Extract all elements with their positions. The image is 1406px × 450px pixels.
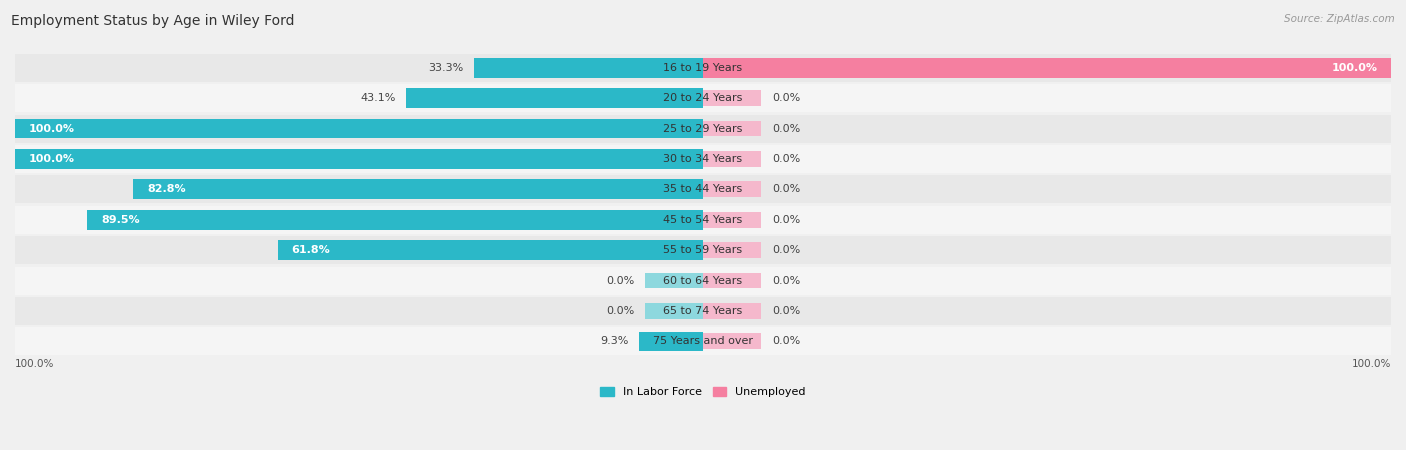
Bar: [474, 58, 703, 77]
Text: 60 to 64 Years: 60 to 64 Years: [664, 275, 742, 286]
Bar: [15, 54, 1391, 82]
Bar: [644, 303, 703, 319]
Text: 55 to 59 Years: 55 to 59 Years: [664, 245, 742, 255]
Bar: [644, 273, 703, 288]
Text: 0.0%: 0.0%: [772, 245, 800, 255]
Text: 20 to 24 Years: 20 to 24 Years: [664, 93, 742, 103]
Text: 100.0%: 100.0%: [1351, 359, 1391, 369]
Text: 75 Years and over: 75 Years and over: [652, 337, 754, 347]
Text: 100.0%: 100.0%: [28, 154, 75, 164]
Bar: [703, 212, 762, 228]
Bar: [703, 121, 762, 136]
Text: 100.0%: 100.0%: [15, 359, 55, 369]
Legend: In Labor Force, Unemployed: In Labor Force, Unemployed: [596, 382, 810, 402]
Bar: [15, 145, 1391, 173]
Bar: [15, 115, 1391, 143]
Bar: [406, 88, 703, 108]
Text: 89.5%: 89.5%: [101, 215, 139, 225]
Text: 0.0%: 0.0%: [772, 337, 800, 347]
Bar: [15, 119, 703, 139]
Text: 35 to 44 Years: 35 to 44 Years: [664, 184, 742, 194]
Text: 45 to 54 Years: 45 to 54 Years: [664, 215, 742, 225]
Text: Source: ZipAtlas.com: Source: ZipAtlas.com: [1284, 14, 1395, 23]
Text: 16 to 19 Years: 16 to 19 Years: [664, 63, 742, 73]
Bar: [703, 273, 762, 288]
Text: 0.0%: 0.0%: [772, 184, 800, 194]
Bar: [703, 151, 762, 167]
Bar: [87, 210, 703, 230]
Bar: [15, 266, 1391, 295]
Bar: [15, 84, 1391, 112]
Bar: [703, 242, 762, 258]
Text: 0.0%: 0.0%: [772, 93, 800, 103]
Bar: [15, 176, 1391, 203]
Bar: [703, 181, 762, 197]
Text: Employment Status by Age in Wiley Ford: Employment Status by Age in Wiley Ford: [11, 14, 295, 27]
Text: 100.0%: 100.0%: [28, 124, 75, 134]
Bar: [703, 90, 762, 106]
Bar: [278, 240, 703, 260]
Text: 65 to 74 Years: 65 to 74 Years: [664, 306, 742, 316]
Text: 0.0%: 0.0%: [606, 275, 634, 286]
Text: 0.0%: 0.0%: [606, 306, 634, 316]
Bar: [15, 206, 1391, 234]
Bar: [15, 297, 1391, 325]
Text: 0.0%: 0.0%: [772, 215, 800, 225]
Bar: [703, 58, 1391, 77]
Text: 25 to 29 Years: 25 to 29 Years: [664, 124, 742, 134]
Bar: [638, 332, 703, 351]
Text: 0.0%: 0.0%: [772, 154, 800, 164]
Text: 82.8%: 82.8%: [148, 184, 186, 194]
Text: 30 to 34 Years: 30 to 34 Years: [664, 154, 742, 164]
Text: 9.3%: 9.3%: [600, 337, 628, 347]
Text: 100.0%: 100.0%: [1331, 63, 1378, 73]
Text: 0.0%: 0.0%: [772, 124, 800, 134]
Bar: [15, 328, 1391, 356]
Text: 43.1%: 43.1%: [361, 93, 396, 103]
Text: 0.0%: 0.0%: [772, 306, 800, 316]
Bar: [15, 236, 1391, 264]
Bar: [134, 180, 703, 199]
Text: 33.3%: 33.3%: [429, 63, 464, 73]
Text: 61.8%: 61.8%: [291, 245, 330, 255]
Bar: [703, 303, 762, 319]
Bar: [703, 333, 762, 349]
Bar: [15, 149, 703, 169]
Text: 0.0%: 0.0%: [772, 275, 800, 286]
